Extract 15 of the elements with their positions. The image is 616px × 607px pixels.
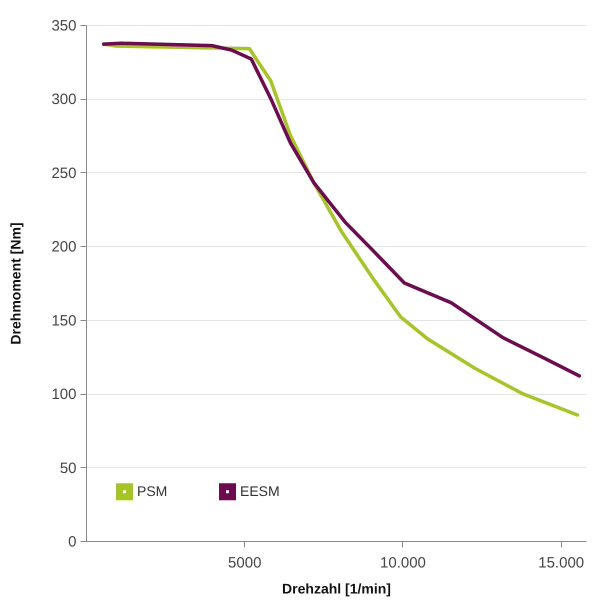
y-axis-title: Drehmoment [Nm]	[7, 222, 24, 345]
y-tick-label: 0	[68, 534, 76, 550]
x-tick-label: 10.000	[380, 554, 426, 572]
x-axis-title: Drehzahl [1/min]	[282, 580, 391, 596]
y-tick-label: 250	[51, 164, 76, 182]
x-tick-label: 5000	[228, 554, 262, 572]
x-tick-label: 15.000	[538, 554, 584, 572]
y-tick-label: 300	[51, 91, 76, 108]
legend-label: EESM	[240, 482, 280, 499]
legend-label: PSM	[137, 482, 168, 499]
y-tick-label: 150	[51, 312, 76, 330]
y-tick-label: 200	[51, 238, 76, 256]
y-tick-label: 50	[60, 460, 76, 477]
y-tick-label: 350	[51, 18, 76, 34]
y-tick-label: 100	[51, 386, 76, 404]
